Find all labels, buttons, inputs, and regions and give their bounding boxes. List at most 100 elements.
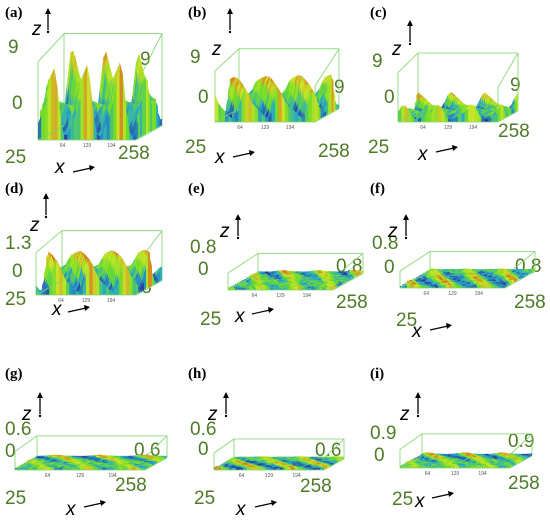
surface-cell [247,467,251,470]
x-min-value: 25 [392,489,414,510]
axis-origin [46,30,50,34]
x-max-value: 258 [115,475,147,496]
surface-cell [487,285,491,288]
surface-cell [466,285,470,288]
surface-cell [438,285,442,288]
surface-cell [101,467,106,470]
surface-cell [60,119,65,140]
z-arrow-head [415,392,421,398]
box-edge [399,271,431,289]
surface-cell [281,93,285,122]
surface-cell [47,75,52,140]
tick-label: 194 [107,143,116,149]
surface-cell [54,467,59,470]
x-arrow [83,502,103,508]
surface-cell [119,467,124,470]
surface-cell [455,465,459,468]
z-axis-label: z [208,404,218,425]
z-axis-label: z [220,221,230,242]
surface-plot: 64 129 194 [37,8,163,173]
surface-cell [80,75,84,140]
surface-cell [411,114,415,122]
surface-cell [126,107,130,140]
surface-cell [49,467,54,470]
surface-cell [242,287,246,290]
surface-cell [221,107,225,122]
surface-cell [103,123,107,140]
surface-cell [250,466,255,470]
box-edge [397,110,419,123]
surface-cell [477,465,481,468]
x-min-value: 25 [185,137,207,158]
surface-cell [270,287,274,290]
x-max-value: 258 [498,121,530,142]
surface-cell [451,117,455,122]
surface-cell [278,90,282,122]
z-max-value: 0.9 [370,423,397,444]
surface-cell [52,261,56,295]
surface-cell [36,467,41,470]
surface-cell [438,104,442,122]
axis-origin [404,236,408,240]
surface-cell [243,467,247,470]
x-min-value: 25 [5,147,27,168]
surface-cell [471,104,475,122]
z-zero-value: 0 [374,445,385,466]
x-max-value: 258 [508,473,540,494]
tick-label: 129 [444,125,453,131]
box-edge [37,125,65,141]
surface-cell [417,285,421,288]
surface-cell [57,88,61,140]
tick-label: 194 [303,293,312,299]
surface-cell [329,286,333,290]
tick-label: 64 [45,473,51,479]
surface-cell [488,116,492,122]
surface-cell [92,264,96,295]
surface-cell [58,467,63,470]
surface-cell [326,286,330,290]
surface-cell [285,101,289,122]
surface-cell [93,467,98,470]
box-edge [509,433,533,456]
panel-label: (f) [370,181,385,197]
surface-cell [32,467,37,470]
box-edge [37,33,65,63]
z-zero-value: 0 [5,441,16,462]
surface-cell [459,285,463,288]
surface-cell [69,284,73,295]
z-arrow-head [403,214,409,220]
surface-cell [236,467,240,470]
surface-cell [113,77,117,140]
surface-cell [477,284,481,288]
surface-cell [132,278,136,295]
surface-cell [294,286,298,290]
surface-cell [291,466,295,470]
surface-cell [266,287,270,290]
x-axis-label: x [412,321,422,342]
z-axis-label: z [212,39,222,60]
panel-i: (i) 0.9 0 z 0.9 25 258 x 64 129 194 [365,348,545,520]
surface-cell [488,464,492,468]
x-arrow-head [271,500,277,506]
panel-label: (g) [5,366,23,382]
z-zero-value: 0 [12,261,23,282]
surface-cell [265,116,269,122]
surface-cell [484,118,488,122]
tick-label: 129 [83,143,92,149]
x-arrow [431,493,451,499]
surface-cell [271,98,275,122]
surface-cell [418,465,422,468]
surface-cell [414,464,419,468]
surface-cell [305,287,309,290]
surface-cell [56,261,60,295]
surface-cell [114,467,119,470]
surface-cell [424,285,428,288]
z-zero-value: 0 [384,87,395,108]
surface-cell [312,287,316,290]
x-max-value: 258 [318,141,350,162]
surface-cell [225,467,229,470]
box-edge [227,253,259,274]
panel-f: (f) 0.8 0 z 0.8 25 258 x 64 129 194 [365,172,546,344]
surface-cell [136,467,141,470]
surface-cell [140,467,145,470]
